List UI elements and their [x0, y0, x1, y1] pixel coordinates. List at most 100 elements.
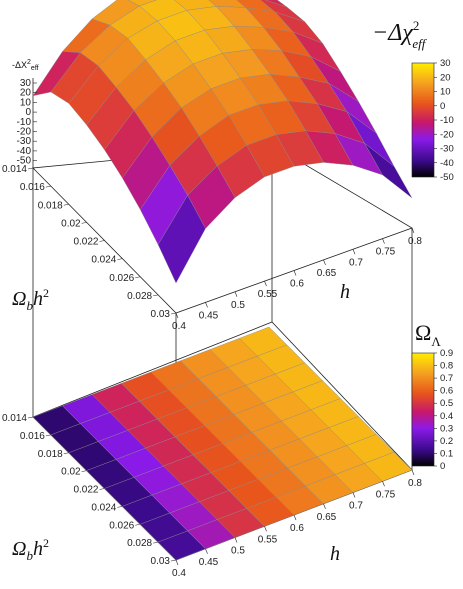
heatmap-colorbar-tick-label: 0.5: [440, 398, 453, 409]
surface-z-tick-label: -30: [17, 136, 32, 147]
heatmap-y-tick-mark: [63, 452, 69, 455]
heatmap-colorbar-tick-label: 0.1: [440, 448, 453, 459]
surface-x-tick-mark: [382, 238, 385, 244]
heatmap-y-tick-label: 0.014: [2, 413, 27, 424]
surface-colorbar-tick-label: 10: [440, 87, 451, 98]
heatmap-y-tick-mark: [117, 506, 123, 508]
surface-y-tick-label: 0.014: [2, 164, 27, 175]
heatmap-x-tick-label: 0.5: [231, 546, 245, 557]
heatmap-x-tick-mark: [293, 514, 297, 521]
heatmap-y-tick-mark: [153, 541, 159, 544]
heatmap-colorbar-tick-label: 0.4: [440, 411, 453, 422]
surface-y-tick-label: 0.016: [20, 182, 45, 193]
surface-y-ticks: 0.014 0.016 0.018 0.02 0.022 0.024 0.026 0.028 0…: [2, 164, 177, 320]
surface-x-tick-label: 0.5: [231, 300, 245, 311]
heatmap-y-tick-mark: [99, 488, 105, 490]
heatmap-x-tick-label: 0.8: [408, 478, 422, 489]
heatmap-y-tick-label: 0.026: [109, 520, 134, 531]
heatmap-x-tick-label: 0.7: [349, 501, 363, 512]
heatmap-colorbar-tick-label: 0.2: [440, 436, 453, 447]
heatmap-colorbar-tick-label: 0.9: [440, 348, 453, 359]
z-axis-label: -ΔX2eff: [12, 59, 39, 72]
heatmap-ylabel: Ωbh2: [12, 536, 49, 563]
heatmap-y-tick-mark: [135, 523, 141, 526]
surface-x-tick-mark: [264, 281, 267, 287]
heatmap-colorbar-label: ΩΛ: [415, 320, 441, 349]
surface-y-tick-mark: [153, 294, 159, 297]
heatmap-colorbar-tick-label: 0.8: [440, 361, 453, 372]
surface-colorbar-tick-label: -10: [440, 115, 454, 126]
surface-colorbar-tick-label: 20: [440, 72, 451, 83]
heatmap-x-tick-mark: [205, 548, 208, 554]
surface-x-tick-label: 0.75: [376, 247, 396, 258]
surface-ylabel: Ωbh2: [12, 286, 49, 313]
heatmap-y-tick-mark: [170, 559, 177, 562]
surface-colorbar-tick-label: -30: [440, 144, 454, 155]
surface-x-tick-label: 0.6: [290, 279, 304, 290]
heatmap-y-tick-mark: [81, 470, 87, 472]
heatmap-x-tick-label: 0.55: [258, 534, 278, 545]
heatmap-y-tick-mark: [27, 416, 34, 419]
surface-x-tick-label: 0.65: [317, 268, 337, 279]
heatmap-cells: [32, 326, 413, 561]
heatmap-colorbar-tick-label: 0.6: [440, 386, 453, 397]
surface-colorbar-tick-label: 30: [440, 58, 451, 69]
surface-y-tick-mark: [99, 240, 105, 242]
surface-x-tick-mark: [411, 227, 415, 234]
surface-y-tick-mark: [27, 167, 34, 170]
surface-panel: 0.4 0.45 0.5 0.55 0.6 0.65 0.7 0.75 0.8 0.014 0.0…: [2, 0, 422, 560]
heatmap-x-tick-mark: [411, 469, 415, 476]
surface-colorbar: 30 20 10 0 -10 -20 -30 -40 -50 −Δχ2 eff: [372, 18, 454, 183]
heatmap-y-tick-label: 0.016: [20, 431, 45, 442]
surface-z-tick-label: 0: [25, 107, 31, 118]
surface-colorbar-gradient: [411, 62, 435, 178]
surface-x-tick-mark: [205, 302, 208, 308]
surface-y-tick-label: 0.03: [151, 309, 171, 320]
surface-x-tick-label: 0.4: [172, 321, 186, 332]
heatmap-x-tick-label: 0.75: [376, 489, 396, 500]
surface-colorbar-tick-label: 0: [440, 101, 445, 112]
surface-z-tick-label: -10: [17, 117, 32, 128]
surface-colorbar-tick-label: -40: [440, 158, 454, 169]
surface-colorbar-ticks: 30 20 10 0 -10 -20 -30 -40 -50: [434, 58, 454, 183]
heatmap-x-tick-label: 0.65: [317, 512, 337, 523]
surface-z-tick-label: 20: [20, 88, 32, 99]
surface-x-tick-mark: [234, 291, 238, 297]
surface-x-tick-mark: [323, 259, 326, 265]
surface-x-tick-mark: [175, 312, 179, 319]
surface-z-tick-label: -50: [17, 156, 32, 167]
heatmap-colorbar-tick-label: 0: [440, 461, 445, 472]
surface-x-tick-label: 0.8: [408, 236, 422, 247]
heatmap-x-tick-mark: [323, 503, 326, 509]
heatmap-y-tick-label: 0.02: [61, 467, 81, 478]
heatmap-y-tick-label: 0.03: [151, 556, 171, 567]
heatmap-x-ticks: 0.4 0.45 0.5 0.55 0.6 0.65 0.7 0.75 0.8: [172, 469, 422, 579]
surface-x-tick-label: 0.7: [349, 257, 363, 268]
heatmap-y-ticks: 0.014 0.016 0.018 0.02 0.022 0.024 0.026 0.028 0…: [2, 413, 177, 567]
surface-cell: [157, 194, 206, 284]
surface-x-tick-label: 0.45: [199, 310, 219, 321]
heatmap-colorbar-tick-label: 0.3: [440, 423, 453, 434]
heatmap-y-tick-label: 0.028: [127, 538, 152, 549]
surface-z-tick-label: -40: [17, 146, 32, 157]
heatmap-x-tick-label: 0.4: [172, 568, 186, 579]
heatmap-colorbar-tick-label: 0.7: [440, 373, 453, 384]
surface-xlabel: h: [340, 281, 350, 303]
surface-mesh: [32, 0, 413, 284]
surface-y-tick-mark: [170, 312, 177, 315]
heatmap-x-tick-label: 0.6: [290, 523, 304, 534]
surface-y-tick-label: 0.026: [109, 273, 134, 284]
heatmap-xlabel: h: [330, 543, 340, 565]
heatmap-y-tick-label: 0.018: [38, 449, 63, 460]
heatmap-panel: 0.40.450.50.550.60.650.70.750.8 0.0140.0…: [2, 321, 422, 579]
surface-y-tick-mark: [45, 185, 51, 188]
heatmap-colorbar: 0.9 0.80.7 0.60.5 0.40.3 0.20.1 0 ΩΛ: [411, 320, 453, 472]
surface-y-tick-mark: [135, 276, 141, 279]
surface-z-tick-label: 10: [20, 97, 32, 108]
surface-z-tick-label: 30: [20, 78, 32, 89]
surface-y-tick-label: 0.024: [91, 255, 116, 266]
surface-y-tick-mark: [81, 222, 87, 224]
surface-x-ticks: 0.4 0.45 0.5 0.55 0.6 0.65 0.7 0.75 0.8: [172, 227, 422, 332]
